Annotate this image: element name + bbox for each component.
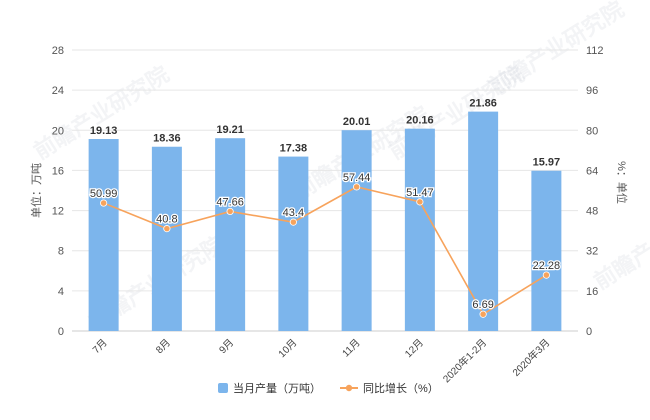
bar xyxy=(341,130,372,331)
line-series xyxy=(100,183,550,318)
right-axis-title: %：单位 xyxy=(615,161,629,204)
y2-tick-label: 0 xyxy=(586,326,592,338)
legend-bar-swatch xyxy=(218,383,228,393)
line-point xyxy=(542,271,550,279)
left-axis-title: 单位：万吨 xyxy=(29,163,43,218)
x-axis-ticks: 7月 8月 9月 10月 11月 12月 2020年1-2月 2020年3月 xyxy=(90,336,552,385)
line-point xyxy=(163,225,171,233)
bar xyxy=(468,111,499,331)
line-point xyxy=(289,218,297,226)
line-point xyxy=(353,183,361,191)
line-point xyxy=(479,310,487,318)
y-tick-label: 24 xyxy=(52,85,64,97)
line-value-label: 51.47 xyxy=(406,187,434,199)
y-tick-label: 16 xyxy=(52,165,64,177)
bar xyxy=(531,170,562,331)
line-path xyxy=(103,186,547,316)
bar xyxy=(88,139,119,331)
line-value-label: 43.4 xyxy=(283,207,304,219)
x-tick-label: 2020年1-2月 xyxy=(440,336,489,385)
y2-tick-label: 16 xyxy=(586,286,598,298)
x-tick-label: 8月 xyxy=(154,337,173,356)
bar xyxy=(151,146,182,331)
bar-value-label: 17.38 xyxy=(280,143,308,155)
bar-value-label: 15.97 xyxy=(533,157,561,169)
line-data-labels: 50.99 40.8 47.66 43.4 57.44 51.47 6.69 22.28 xyxy=(89,171,562,313)
legend-bar-label[interactable]: 当月产量（万吨） xyxy=(233,381,321,395)
y2-tick-label: 80 xyxy=(586,125,598,137)
line-value-label: 50.99 xyxy=(90,188,118,200)
bar-value-label: 19.13 xyxy=(90,125,118,137)
bar-value-label: 20.01 xyxy=(343,116,371,128)
x-tick-label: 11月 xyxy=(340,337,363,360)
y2-tick-label: 32 xyxy=(586,246,598,258)
bar-value-label: 18.36 xyxy=(153,133,181,145)
legend-line-label[interactable]: 同比增长（%） xyxy=(363,381,439,395)
bar xyxy=(404,128,435,331)
y-tick-label: 20 xyxy=(52,125,64,137)
bar-series xyxy=(88,111,562,331)
y2-tick-label: 48 xyxy=(586,206,598,218)
y-tick-label: 0 xyxy=(58,326,64,338)
bar xyxy=(278,156,309,331)
y2-tick-label: 64 xyxy=(586,165,598,177)
bar xyxy=(215,138,246,331)
bar-value-label: 19.21 xyxy=(216,124,244,136)
right-axis-ticks: 0 16 32 48 64 80 96 112 xyxy=(586,45,604,338)
line-value-label: 6.69 xyxy=(472,299,493,311)
legend-line-marker xyxy=(345,384,353,392)
line-value-label: 40.8 xyxy=(156,214,177,226)
y-tick-label: 8 xyxy=(58,246,64,258)
line-value-label: 47.66 xyxy=(216,196,244,208)
line-value-label: 57.44 xyxy=(343,172,371,184)
bar-value-label: 20.16 xyxy=(406,115,434,127)
x-tick-label: 12月 xyxy=(403,337,426,360)
y-tick-label: 28 xyxy=(52,45,64,57)
bar-data-labels: 19.13 18.36 19.21 17.38 20.01 20.16 21.86 15.97 xyxy=(90,98,560,169)
line-point xyxy=(100,199,108,207)
y-tick-label: 12 xyxy=(52,206,64,218)
x-tick-label: 9月 xyxy=(217,337,236,356)
x-tick-label: 10月 xyxy=(276,337,299,360)
line-point xyxy=(416,198,424,206)
legend[interactable]: 当月产量（万吨） 同比增长（%） xyxy=(218,381,439,395)
x-tick-label: 2020年3月 xyxy=(509,336,552,379)
bar-value-label: 21.86 xyxy=(469,98,497,110)
y2-tick-label: 112 xyxy=(586,45,604,57)
line-point xyxy=(226,207,234,216)
x-tick-label: 7月 xyxy=(90,337,109,356)
watermark-text: 前瞻产业研究院 xyxy=(589,191,650,295)
line-value-label: 22.28 xyxy=(533,260,561,272)
y-tick-label: 4 xyxy=(58,286,64,298)
y2-tick-label: 96 xyxy=(586,85,598,97)
left-axis-ticks: 0 4 8 12 16 20 24 28 xyxy=(52,45,64,338)
